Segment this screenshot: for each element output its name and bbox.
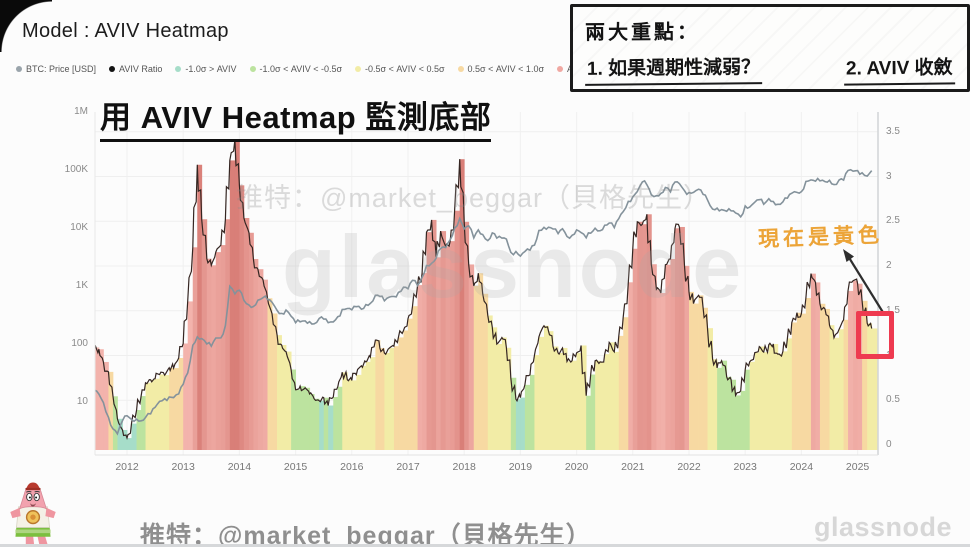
- chart-title-overlay: 用 AVIV Heatmap 監測底部: [100, 92, 492, 142]
- patrick-star-image: [10, 482, 56, 544]
- legend-item: BTC: Price [USD]: [16, 64, 96, 74]
- x-axis-year-tick: 2023: [733, 461, 757, 473]
- legend-label: BTC: Price [USD]: [26, 64, 97, 74]
- x-axis-year-tick: 2014: [227, 461, 252, 473]
- x-axis-year-tick: 2025: [845, 461, 870, 473]
- note-item-1: 1. 如果週期性減弱？: [584, 52, 763, 86]
- handwritten-note-box: 兩大重點： 1. 如果週期性減弱？ 2. AVIV 收斂: [570, 4, 970, 92]
- x-axis-year-tick: 2016: [340, 461, 364, 473]
- legend-color-dot-icon: [355, 66, 362, 72]
- note-item-2: 2. AVIV 收斂: [844, 52, 956, 86]
- note-items-row: 1. 如果週期性減弱？ 2. AVIV 收斂: [584, 52, 956, 86]
- legend-color-dot-icon: [457, 66, 464, 72]
- current-value-highlight-box: [856, 311, 894, 359]
- current-color-annotation: 現在是黃色: [757, 223, 884, 252]
- left-axis-tick: 100K: [64, 164, 88, 175]
- legend-color-dot-icon: [109, 66, 116, 72]
- chart-legend: BTC: Price [USD] AVIV Ratio -1.0σ > AVIV -1…: [16, 64, 615, 74]
- legend-item: AVIV Ratio: [109, 64, 162, 74]
- legend-color-dot-icon: [175, 66, 182, 72]
- x-axis-year-tick: 2024: [789, 461, 814, 473]
- legend-label: -1.0σ < AVIV < -0.5σ: [259, 64, 343, 74]
- left-axis-tick: 1K: [75, 280, 88, 291]
- aviv-ratio-line: [95, 139, 873, 440]
- right-axis-tick: 3.5: [886, 125, 900, 137]
- legend-item: 0.5σ < AVIV < 1.0σ: [457, 64, 545, 74]
- x-axis-year-tick: 2013: [171, 461, 195, 473]
- legend-item: -1.0σ < AVIV < -0.5σ: [249, 64, 343, 74]
- right-axis-tick: 2.5: [886, 215, 900, 227]
- left-axis-tick: 10K: [70, 222, 88, 233]
- legend-item: -0.5σ < AVIV < 0.5σ: [355, 64, 445, 74]
- legend-item: -1.0σ > AVIV: [175, 64, 237, 74]
- legend-color-dot-icon: [249, 66, 256, 72]
- left-axis-tick: 10: [76, 396, 88, 407]
- heatmap-stripes: [95, 139, 878, 450]
- legend-label: -0.5σ < AVIV < 0.5σ: [365, 64, 445, 74]
- right-axis-tick: 1.5: [886, 304, 900, 316]
- footer-glassnode-logo: glassnode: [813, 512, 952, 542]
- glassnode-watermark: glassnode: [282, 217, 745, 316]
- legend-label: AVIV Ratio: [119, 64, 163, 74]
- x-axis-year-tick: 2019: [508, 461, 533, 473]
- right-axis-tick: 3: [886, 170, 892, 182]
- x-axis-year-tick: 2018: [452, 461, 476, 473]
- right-axis-tick: 0.5: [886, 394, 900, 406]
- x-axis-year-tick: 2021: [621, 461, 645, 473]
- plot-area: [95, 139, 878, 450]
- footer-twitter-handle: 推特：@market_beggar（貝格先生）: [140, 522, 592, 547]
- video-corner-decoration: [0, 0, 52, 52]
- legend-color-dot-icon: [557, 66, 564, 72]
- left-axis-tick: 100: [71, 338, 88, 349]
- legend-label: -1.0σ > AVIV: [185, 64, 237, 74]
- bottom-edge-strip: [0, 544, 970, 547]
- x-axis-year-tick: 2020: [564, 461, 589, 473]
- twitter-watermark: 推特：@market_beggar（貝格先生）: [236, 183, 712, 213]
- legend-color-dot-icon: [16, 66, 22, 72]
- x-axis-year-tick: 2017: [396, 461, 420, 473]
- right-axis-tick: 0: [886, 439, 892, 450]
- x-axis-year-tick: 2012: [115, 461, 139, 473]
- right-axis-tick: 2: [886, 260, 892, 271]
- page-title: Model : AVIV Heatmap: [22, 20, 229, 42]
- left-axis-tick: 1M: [74, 106, 88, 117]
- btc-price-line: [95, 168, 873, 436]
- legend-label: 0.5σ < AVIV < 1.0σ: [467, 64, 545, 74]
- note-heading: 兩大重點：: [584, 21, 701, 45]
- x-axis-year-tick: 2022: [677, 461, 701, 473]
- x-axis-year-tick: 2015: [283, 461, 308, 473]
